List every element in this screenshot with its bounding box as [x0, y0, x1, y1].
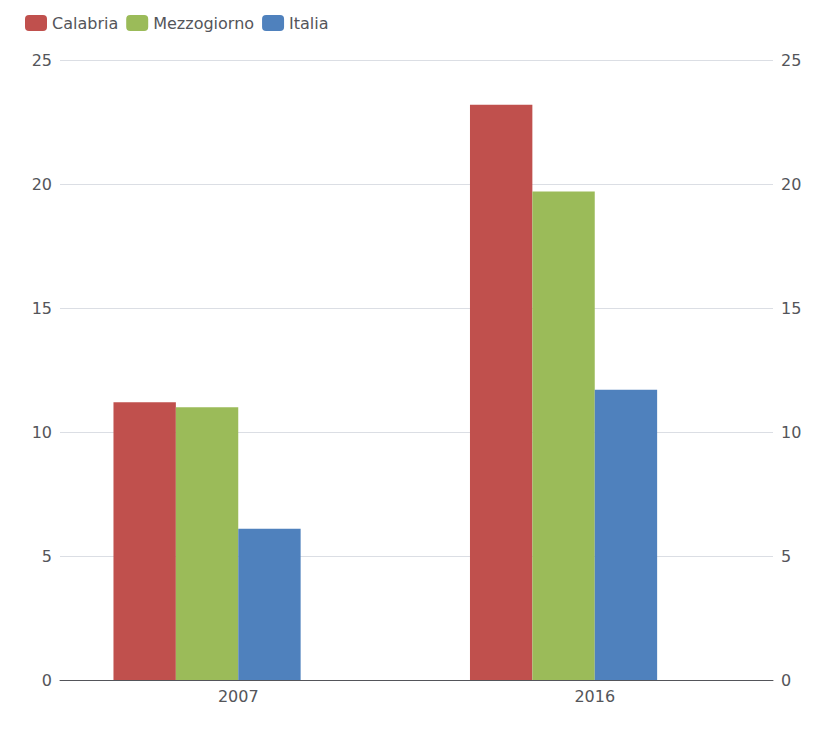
- svg-text:Italia: Italia: [289, 14, 329, 33]
- svg-text:0: 0: [781, 671, 791, 690]
- svg-text:5: 5: [42, 547, 52, 566]
- svg-text:15: 15: [32, 299, 52, 318]
- svg-text:15: 15: [781, 299, 801, 318]
- svg-text:5: 5: [781, 547, 791, 566]
- svg-text:2016: 2016: [574, 687, 615, 706]
- svg-text:20: 20: [781, 175, 801, 194]
- svg-text:2007: 2007: [218, 687, 259, 706]
- svg-text:0: 0: [42, 671, 52, 690]
- svg-text:10: 10: [781, 423, 801, 442]
- svg-text:20: 20: [32, 175, 52, 194]
- svg-text:Mezzogiorno: Mezzogiorno: [153, 14, 254, 33]
- svg-text:Calabria: Calabria: [52, 14, 118, 33]
- svg-text:25: 25: [32, 51, 52, 70]
- svg-text:10: 10: [32, 423, 52, 442]
- svg-text:25: 25: [781, 51, 801, 70]
